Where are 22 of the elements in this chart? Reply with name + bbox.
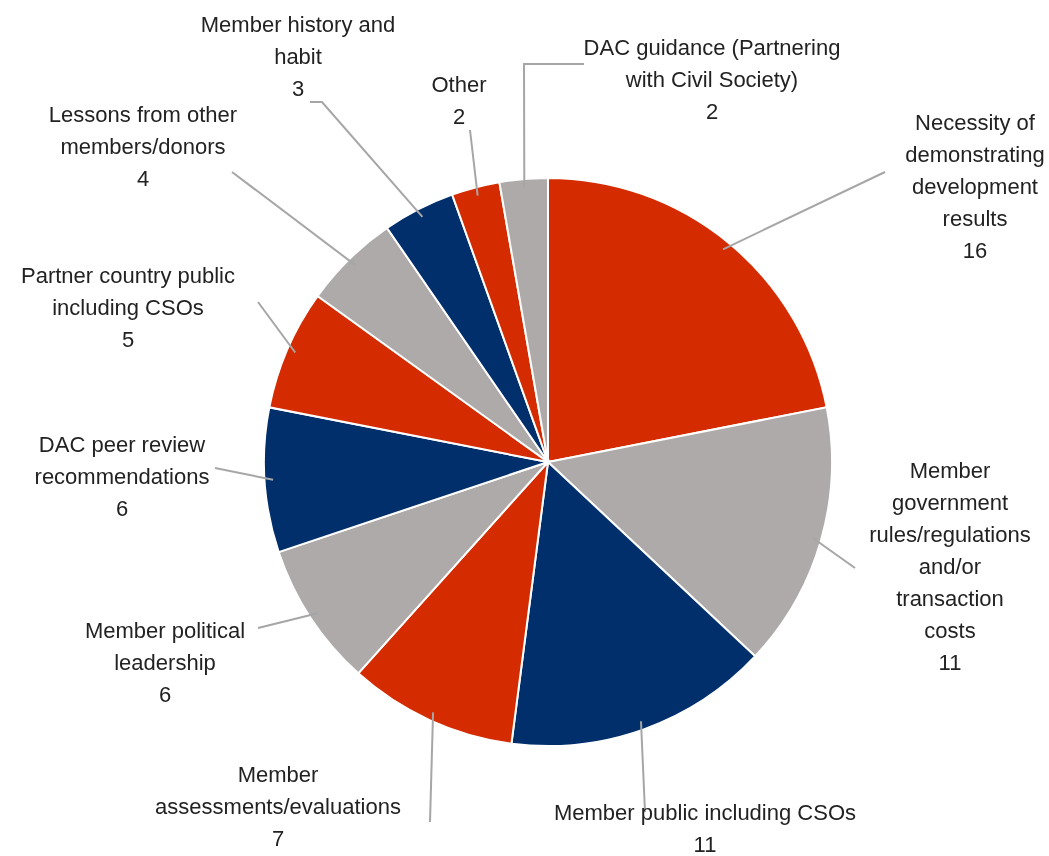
data-label: 2 (452, 104, 466, 129)
data-label: 3 (291, 76, 305, 101)
slice-label: Other (431, 72, 487, 97)
data-label: 6 (115, 496, 129, 521)
data-label: 11 (693, 832, 717, 856)
data-label: 2 (705, 99, 719, 124)
slice-label: Member assessments/evaluations (155, 762, 401, 819)
slice-label: Member government rules/regulations and/or transaction costs (869, 458, 1031, 643)
slice-label: DAC guidance (Partnering with Civil Society) (583, 35, 841, 92)
slice-label: DAC peer review recommendations (34, 432, 210, 489)
slice-label: Member political leadership (84, 618, 246, 675)
data-label: 4 (136, 166, 150, 191)
data-label: 5 (121, 327, 135, 352)
slice-label: Necessity of demonstrating development results (905, 110, 1045, 231)
data-label: 6 (158, 682, 172, 707)
slice-label: Lessons from other members/donors (48, 102, 238, 159)
data-label: 11 (938, 650, 962, 675)
slice-label: Member history and habit (200, 12, 396, 69)
data-label: 7 (271, 826, 285, 851)
slice-label: Member public including CSOs (553, 800, 857, 825)
slice-label: Partner country public including CSOs (21, 263, 235, 320)
data-label: 16 (962, 238, 988, 263)
